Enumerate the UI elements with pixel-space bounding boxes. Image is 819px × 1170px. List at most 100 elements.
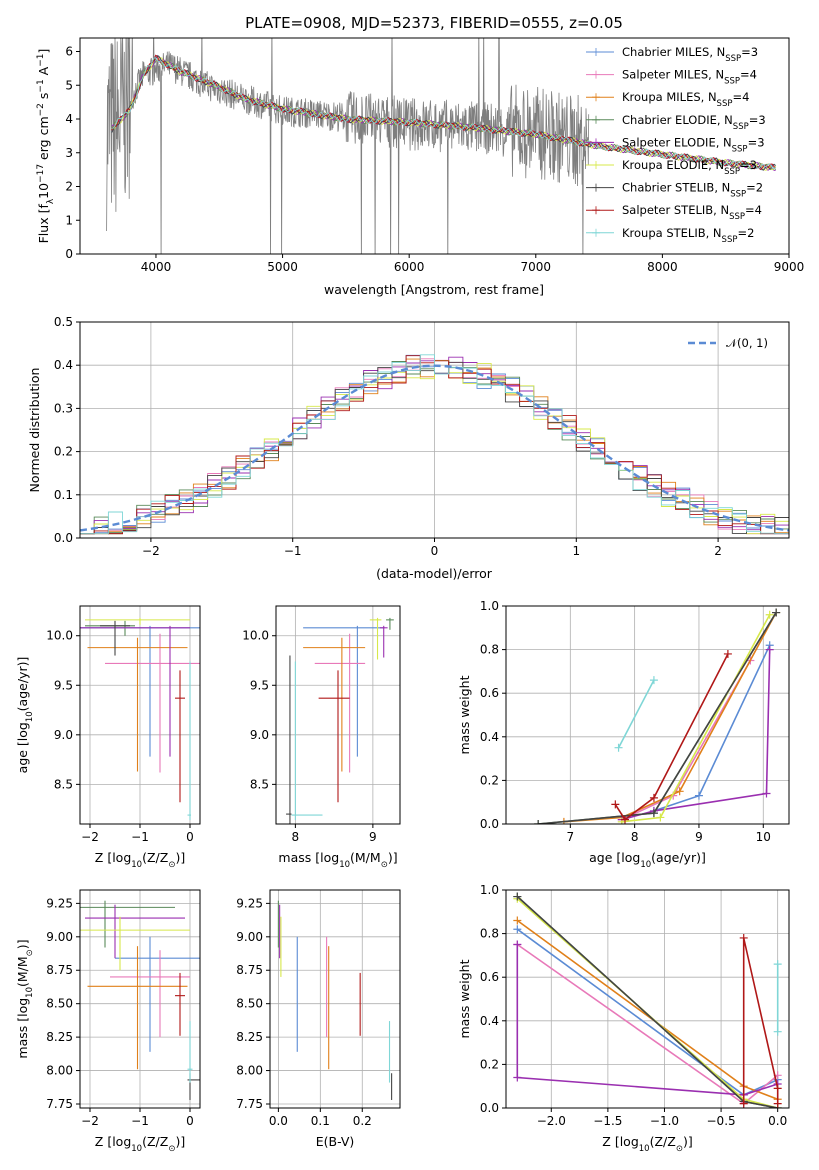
age-vs-metallicity-panel: −2 −1 0 8.5 9.0 9.5 10.0 Z [log10(Z/Z⊙)] age [lo… bbox=[15, 605, 201, 870]
x-tick-label: 5000 bbox=[267, 260, 298, 274]
legend: 𝒩(0, 1) bbox=[688, 336, 768, 350]
series-point bbox=[772, 608, 781, 617]
series-point bbox=[620, 815, 629, 824]
error-bar-point bbox=[286, 655, 292, 824]
legend-entry: Kroupa STELIB, NSSP=2 bbox=[622, 226, 754, 245]
plot-frame bbox=[79, 889, 201, 1109]
age-vs-mass-panel: 8 9 8.5 9.0 9.5 10.0 mass [log10(M/M⊙)] bbox=[242, 605, 401, 870]
series-point bbox=[773, 960, 782, 969]
x-tick-label: 10 bbox=[756, 830, 771, 844]
error-bar-point bbox=[318, 670, 350, 803]
series-line bbox=[742, 937, 779, 1104]
y-tick-label: 0.2 bbox=[54, 445, 73, 459]
data-marks bbox=[286, 617, 394, 824]
y-tick-label: 8.75 bbox=[236, 963, 263, 977]
series-line bbox=[516, 944, 778, 1096]
x-tick-label: −1 bbox=[131, 830, 149, 844]
y-tick-label: 0.0 bbox=[480, 817, 499, 831]
y-tick-label: 8.5 bbox=[250, 777, 269, 791]
y-tick-label: 0.1 bbox=[54, 488, 73, 502]
error-bar-point bbox=[187, 661, 191, 821]
series-line bbox=[614, 653, 729, 821]
error-bar-point bbox=[105, 633, 200, 773]
histogram-series bbox=[80, 354, 789, 535]
error-bar-point bbox=[115, 936, 200, 1052]
error-bar-point bbox=[87, 946, 188, 1070]
plot-frame bbox=[505, 605, 790, 825]
y-tick-label: 8.00 bbox=[236, 1064, 263, 1078]
x-tick-label: −1.5 bbox=[593, 1114, 622, 1128]
series-point bbox=[739, 933, 748, 942]
series-point bbox=[513, 892, 522, 901]
legend-marker bbox=[592, 70, 600, 79]
gaussian-curve bbox=[79, 364, 790, 532]
y-tick-label: 6 bbox=[65, 45, 73, 59]
series-line bbox=[621, 660, 752, 821]
series-point bbox=[513, 940, 522, 949]
error-bar-point bbox=[85, 904, 185, 959]
plot-frame bbox=[505, 889, 790, 1109]
legend-entry: Kroupa MILES, NSSP=4 bbox=[622, 90, 749, 109]
x-axis-label: age [log10(age/yr)] bbox=[589, 850, 706, 870]
y-tick-label: 9.0 bbox=[250, 728, 269, 742]
series-line bbox=[621, 649, 771, 821]
x-tick-label: 8 bbox=[292, 830, 300, 844]
series-point bbox=[649, 676, 658, 685]
series-point bbox=[513, 916, 522, 925]
spectrum-panel: PLATE=0908, MJD=52373, FIBERID=0555, z=0… bbox=[36, 14, 804, 297]
y-tick-label: 0.4 bbox=[480, 730, 499, 744]
data-marks bbox=[277, 900, 393, 1100]
x-tick-label: 0 bbox=[431, 544, 439, 558]
mass-vs-metallicity-panel: −2 −1 0 7.75 8.00 8.25 8.50 8.75 9.00 9.25 Z [log1… bbox=[15, 889, 201, 1154]
x-tick-label: 9 bbox=[369, 830, 377, 844]
legend-entry: Chabrier ELODIE, NSSP=3 bbox=[622, 113, 766, 132]
series-point bbox=[773, 1099, 782, 1108]
error-bar-point bbox=[175, 670, 185, 803]
plot-frame bbox=[269, 889, 401, 1109]
series-point bbox=[765, 610, 774, 619]
y-axis-label: mass weight bbox=[457, 675, 472, 754]
x-tick-label: −0.5 bbox=[707, 1114, 736, 1128]
x-tick-label: −2.0 bbox=[537, 1114, 566, 1128]
y-tick-label: 9.25 bbox=[46, 896, 73, 910]
legend-marker bbox=[592, 138, 600, 147]
y-tick-label: 3 bbox=[65, 146, 73, 160]
series-point bbox=[675, 787, 684, 796]
model-curve bbox=[111, 55, 776, 171]
model-curve bbox=[111, 54, 776, 171]
grid bbox=[506, 889, 789, 1109]
x-tick-label: −1 bbox=[131, 1114, 149, 1128]
y-tick-label: 0.0 bbox=[480, 1101, 499, 1115]
y-tick-label: 4 bbox=[65, 112, 73, 126]
plot-frame bbox=[79, 37, 790, 255]
y-tick-label: 0.2 bbox=[480, 773, 499, 787]
mass-vs-ebv-panel: 0.0 0.1 0.2 7.75 8.00 8.25 8.50 8.75 9.00 9.25 E(B… bbox=[236, 889, 401, 1149]
x-tick-label: −2 bbox=[81, 1114, 99, 1128]
y-axis-label: mass weight bbox=[457, 959, 472, 1038]
y-tick-label: 2 bbox=[65, 180, 73, 194]
y-tick-label: 9.25 bbox=[236, 896, 263, 910]
y-tick-label: 0.2 bbox=[480, 1057, 499, 1071]
series-line bbox=[516, 919, 778, 1101]
y-tick-label: 0.3 bbox=[54, 401, 73, 415]
mass-weight-vs-metallicity-panel: −2.0 −1.5 −1.0 −0.5 0.0 0.0 0.2 0.4 0.6 0.8 1.0 Z [… bbox=[457, 883, 790, 1154]
y-tick-label: 0.6 bbox=[480, 686, 499, 700]
legend-entry: Salpeter ELODIE, NSSP=3 bbox=[622, 135, 765, 154]
error-bar-point bbox=[80, 916, 190, 971]
y-axis-label: Normed distribution bbox=[27, 368, 42, 493]
error-bar-point bbox=[386, 617, 394, 630]
x-tick-label: 0.0 bbox=[768, 1114, 787, 1128]
y-tick-label: 8.5 bbox=[54, 777, 73, 791]
x-tick-label: 8 bbox=[631, 830, 639, 844]
y-tick-label: 0 bbox=[65, 247, 73, 261]
legend-marker bbox=[592, 183, 600, 192]
x-axis-label: wavelength [Angstrom, rest frame] bbox=[324, 282, 544, 297]
y-tick-label: 9.00 bbox=[236, 930, 263, 944]
data-marks bbox=[80, 900, 200, 1100]
legend-marker bbox=[592, 93, 600, 102]
error-bar-point bbox=[303, 625, 385, 757]
error-bar-point bbox=[87, 637, 188, 772]
y-tick-label: 8.75 bbox=[46, 963, 73, 977]
y-tick-label: 7.75 bbox=[236, 1097, 263, 1111]
legend-entry: Chabrier MILES, NSSP=3 bbox=[622, 45, 758, 64]
